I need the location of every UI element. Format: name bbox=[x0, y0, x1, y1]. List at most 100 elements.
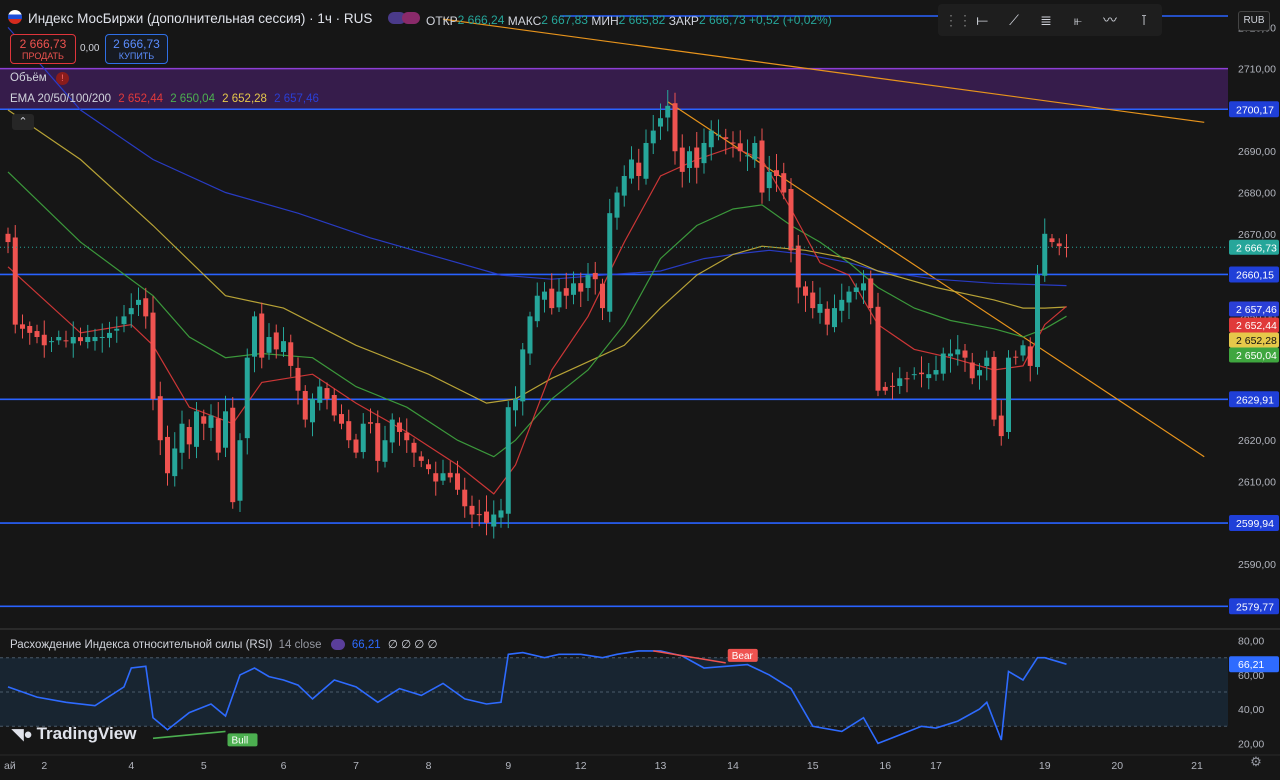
candle-body bbox=[766, 171, 772, 189]
level-price-badge bbox=[1229, 598, 1279, 615]
candle-body bbox=[114, 328, 120, 331]
close-value: 2 666,73 bbox=[698, 13, 746, 27]
drag-handle-icon[interactable]: ⋮⋮ bbox=[944, 12, 972, 28]
candle-body bbox=[708, 130, 714, 148]
candle-body bbox=[346, 421, 352, 441]
symbol-title[interactable]: Индекс МосБиржи (дополнительная сессия) … bbox=[28, 11, 373, 26]
indicator-price-label: 2 666,73 bbox=[1236, 242, 1277, 254]
candle-body bbox=[157, 396, 163, 441]
candle-body bbox=[861, 283, 866, 291]
candle-body bbox=[890, 385, 895, 387]
candle-body bbox=[716, 134, 721, 136]
candle-body bbox=[63, 340, 69, 342]
candle-body bbox=[179, 423, 185, 453]
candle-body bbox=[897, 378, 903, 387]
candle-body bbox=[520, 349, 526, 402]
data-status-icon[interactable] bbox=[402, 12, 420, 24]
candle-body bbox=[353, 439, 359, 453]
ema-line-ema200 bbox=[7, 27, 1067, 287]
candle-body bbox=[774, 170, 779, 177]
time-tick-label: 16 bbox=[879, 760, 891, 772]
candle-body bbox=[1006, 357, 1011, 433]
settings-gear-icon[interactable]: ⚙ bbox=[1250, 754, 1262, 769]
horizontal-line-tool-icon[interactable]: ⟝ bbox=[976, 12, 988, 28]
candle-body bbox=[455, 473, 460, 490]
level-price-label: 2579,77 bbox=[1236, 601, 1274, 613]
candle-body bbox=[933, 370, 939, 375]
ema-line-ema100 bbox=[7, 109, 1067, 404]
low-value: 2 665,82 bbox=[618, 13, 666, 27]
candle-body bbox=[795, 245, 801, 288]
candle-body bbox=[665, 105, 671, 118]
candle-body bbox=[752, 142, 758, 160]
warning-icon[interactable]: ! bbox=[55, 72, 69, 85]
candle-body bbox=[244, 357, 250, 439]
low-label: МИН bbox=[591, 13, 619, 28]
candle-body bbox=[281, 341, 286, 353]
candle-body bbox=[404, 432, 410, 441]
candle-body bbox=[310, 398, 315, 423]
rsi-settings-icon[interactable] bbox=[330, 639, 345, 651]
candle-body bbox=[1013, 356, 1019, 358]
time-tick-label: 12 bbox=[575, 760, 587, 772]
tradingview-logo: ◥● TradingView bbox=[12, 724, 136, 744]
candle-body bbox=[194, 411, 199, 447]
time-tick-label: 2 bbox=[41, 760, 47, 772]
candle-body bbox=[810, 292, 816, 309]
candle-body bbox=[41, 334, 47, 346]
rsi-value-label: 66,21 bbox=[1238, 659, 1264, 671]
candle-body bbox=[636, 162, 642, 177]
candle-body bbox=[78, 337, 83, 342]
candle-body bbox=[629, 159, 634, 179]
volume-label: Объём bbox=[10, 72, 47, 84]
candle-body bbox=[165, 436, 170, 474]
candle-body bbox=[803, 286, 808, 296]
collapse-legend-button[interactable]: ⌃ bbox=[12, 114, 34, 130]
rsi-value-badge bbox=[1229, 656, 1279, 673]
path-tool-icon[interactable]: 〰 bbox=[1103, 12, 1117, 28]
level-price-label: 2660,15 bbox=[1236, 269, 1274, 281]
candle-body bbox=[817, 303, 823, 313]
candle-body bbox=[484, 511, 489, 523]
resistance-zone bbox=[0, 68, 1228, 110]
indicator-price-badge bbox=[1229, 239, 1279, 255]
candle-body bbox=[658, 118, 663, 127]
buy-button[interactable]: 2 666,73 КУПИТЬ bbox=[105, 34, 168, 64]
level-price-badge bbox=[1229, 266, 1279, 283]
tradingview-logo-icon: ◥● bbox=[12, 726, 33, 743]
divergence-label-bull: Bull bbox=[232, 735, 249, 746]
divergence-label-bear: Bear bbox=[732, 651, 754, 662]
sell-button[interactable]: 2 666,73 ПРОДАТЬ bbox=[10, 34, 76, 64]
change-value: +0,52 (+0,02%) bbox=[749, 13, 832, 27]
currency-selector[interactable]: RUB bbox=[1238, 11, 1270, 31]
volume-indicator-label[interactable]: Объём ! bbox=[10, 72, 69, 85]
trend-line-tool-icon[interactable]: ⟋ bbox=[1009, 12, 1019, 28]
candle-body bbox=[5, 233, 11, 243]
candle-body bbox=[737, 143, 743, 152]
measure-tool-icon[interactable]: ⊺ bbox=[1140, 12, 1148, 28]
candle-body bbox=[578, 283, 584, 292]
brand-name: TradingView bbox=[36, 724, 137, 743]
candle-body bbox=[12, 237, 18, 325]
level-price-label: 2629,91 bbox=[1236, 394, 1274, 406]
fib-retracement-tool-icon[interactable]: ≣ bbox=[1040, 12, 1052, 28]
candle-body bbox=[339, 414, 344, 424]
candle-body bbox=[1049, 238, 1055, 243]
candle-body bbox=[215, 418, 221, 453]
rsi-legend[interactable]: Расхождение Индекса относительной силы (… bbox=[10, 637, 438, 651]
candle-body bbox=[940, 353, 946, 374]
candle-body bbox=[136, 299, 141, 305]
candle-body bbox=[259, 313, 265, 358]
candle-body bbox=[948, 353, 953, 357]
candle-body bbox=[998, 415, 1004, 437]
ema-legend[interactable]: EMA 20/50/100/200 2 652,44 2 650,04 2 65… bbox=[10, 93, 319, 105]
candle-body bbox=[85, 337, 91, 343]
candle-body bbox=[621, 176, 627, 196]
long-position-tool-icon[interactable]: ⫦ bbox=[1074, 12, 1082, 28]
candle-body bbox=[1027, 346, 1033, 366]
candle-body bbox=[237, 440, 243, 501]
market-status-icon[interactable] bbox=[388, 12, 406, 24]
price-tick-label: 2710,00 bbox=[1238, 64, 1276, 76]
